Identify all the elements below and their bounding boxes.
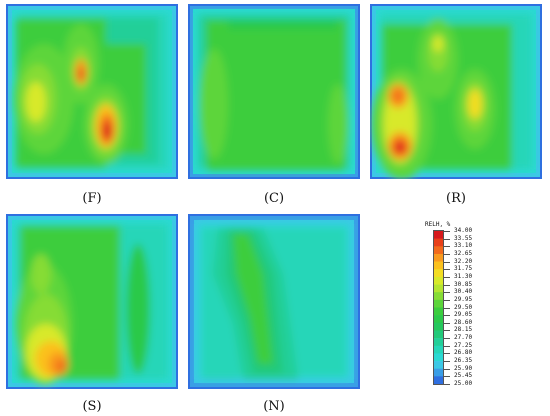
color-band-5 <box>434 269 443 278</box>
color-band-3 <box>434 253 443 262</box>
legend-value-label: 34.00 <box>454 227 473 234</box>
legend-tick <box>444 246 450 248</box>
color-band-6 <box>434 276 443 285</box>
panel-caption-c: (C) <box>263 191 285 206</box>
legend-value-label: 29.05 <box>454 311 473 319</box>
color-band-8 <box>434 292 443 301</box>
legend-tick <box>444 261 450 263</box>
legend-value-label: 27.70 <box>454 334 473 342</box>
legend-tick <box>444 345 450 347</box>
legend-value-label: 27.25 <box>454 341 473 349</box>
legend-value-label: 31.75 <box>454 265 473 273</box>
contour-panel-s <box>6 214 178 389</box>
color-band-17 <box>434 361 443 369</box>
legend-tick <box>444 384 450 385</box>
legend-value-label: 33.55 <box>454 234 473 242</box>
legend-tick <box>444 269 450 271</box>
contour-panel-f <box>6 4 178 179</box>
color-band-7 <box>434 284 443 293</box>
legend-value-label: 25.45 <box>454 372 473 380</box>
color-band-1 <box>434 238 443 247</box>
legend-tick <box>444 315 450 317</box>
color-band-0 <box>434 231 443 239</box>
panel-caption-n: (N) <box>263 399 285 414</box>
legend-value-label: 32.20 <box>454 257 473 265</box>
legend-tick <box>444 276 450 278</box>
legend-tick <box>444 322 450 324</box>
color-band-14 <box>434 338 443 347</box>
legend-value-label: 26.80 <box>454 349 473 357</box>
color-band-13 <box>434 330 443 339</box>
legend-value-label: 31.30 <box>454 272 473 280</box>
legend-value-label: 28.15 <box>454 326 473 334</box>
color-band-16 <box>434 353 443 362</box>
panel-caption-r: (R) <box>446 191 466 206</box>
legend-tick <box>444 307 450 309</box>
legend-value-label: 33.10 <box>454 242 473 250</box>
legend-title: RELH, % <box>425 221 451 228</box>
color-band-2 <box>434 246 443 255</box>
color-band-12 <box>434 322 443 331</box>
color-band-18 <box>434 368 443 377</box>
legend-value-label: 29.95 <box>454 295 473 303</box>
legend-tick <box>444 284 450 286</box>
legend-tick <box>444 231 450 232</box>
contour-panel-n <box>188 214 360 389</box>
legend-value-label: 26.35 <box>454 357 473 365</box>
color-band-10 <box>434 307 443 316</box>
legend-tick <box>444 376 450 378</box>
legend-tick <box>444 361 450 363</box>
legend-value-label: 25.90 <box>454 364 473 372</box>
color-band-15 <box>434 345 443 354</box>
legend-tick <box>444 253 450 255</box>
legend-value-label: 32.65 <box>454 249 473 257</box>
legend-value-label: 30.85 <box>454 280 473 288</box>
panel-caption-f: (F) <box>82 191 102 206</box>
legend-labels: 34.00 33.55 33.10 32.65 32.20 31.75 31.30 30.85… <box>454 227 514 387</box>
color-scale-bar <box>433 230 444 385</box>
legend-tick <box>444 238 450 240</box>
legend-value-label: 29.50 <box>454 303 473 311</box>
legend-tick <box>444 330 450 332</box>
legend-tick <box>444 338 450 340</box>
color-band-9 <box>434 299 443 308</box>
legend-tick <box>444 292 450 294</box>
contour-panel-c <box>188 4 360 179</box>
contour-panel-r <box>370 4 542 179</box>
legend-value-label: 25.00 <box>454 380 473 387</box>
legend-value-label: 30.40 <box>454 288 473 296</box>
color-band-4 <box>434 261 443 270</box>
panel-caption-s: (S) <box>82 399 102 414</box>
color-band-19 <box>434 376 443 384</box>
legend-tick <box>444 299 450 301</box>
legend-tick <box>444 368 450 370</box>
legend-value-label: 28.60 <box>454 318 473 326</box>
color-band-11 <box>434 315 443 324</box>
legend-tick <box>444 353 450 355</box>
